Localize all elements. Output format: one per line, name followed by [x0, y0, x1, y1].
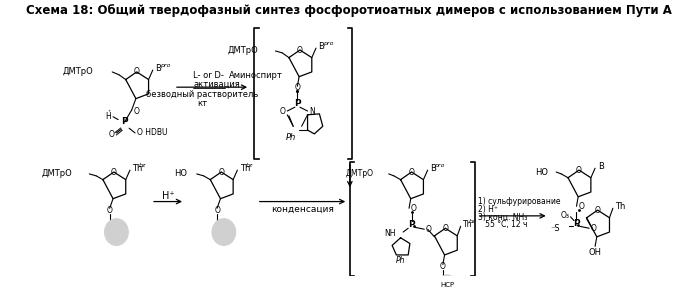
- Text: ДМТрО: ДМТрО: [228, 46, 258, 56]
- Text: активация: активация: [193, 80, 240, 89]
- Text: P: P: [573, 219, 580, 228]
- Text: bz: bz: [469, 219, 476, 224]
- Text: bz: bz: [138, 163, 146, 168]
- Text: O: O: [133, 107, 139, 115]
- Text: H: H: [105, 112, 112, 121]
- Text: B: B: [318, 42, 325, 51]
- Text: bz: bz: [246, 163, 253, 168]
- Text: O: O: [134, 67, 140, 76]
- Text: O: O: [109, 130, 114, 139]
- Text: O: O: [440, 262, 446, 271]
- Text: ДМТрО: ДМТрО: [346, 169, 373, 179]
- Text: ДМТрО: ДМТрО: [63, 67, 94, 76]
- Text: НСР: НСР: [110, 229, 124, 235]
- Text: ДМТрО: ДМТрО: [42, 169, 73, 179]
- Polygon shape: [586, 210, 609, 237]
- Polygon shape: [568, 170, 591, 197]
- Polygon shape: [289, 50, 312, 77]
- Text: HO: HO: [174, 169, 186, 179]
- Text: pro: pro: [322, 41, 333, 46]
- Text: O: O: [214, 206, 220, 215]
- Text: O: O: [443, 224, 448, 233]
- Text: O: O: [295, 83, 300, 92]
- Text: 2) H⁺: 2) H⁺: [478, 205, 498, 214]
- Text: ⁻S: ⁻S: [551, 224, 560, 233]
- Text: O: O: [218, 168, 224, 177]
- Polygon shape: [392, 238, 410, 255]
- Text: конденсация: конденсация: [271, 205, 334, 214]
- Text: Th: Th: [240, 164, 251, 173]
- Text: безводный растворитель: безводный растворитель: [146, 90, 258, 99]
- Text: P: P: [294, 99, 301, 108]
- Text: H⁺: H⁺: [162, 191, 174, 201]
- Text: O: O: [297, 46, 303, 54]
- Text: O: O: [410, 204, 417, 213]
- Text: P: P: [408, 220, 415, 229]
- Text: Ph: Ph: [285, 133, 296, 142]
- Text: Th: Th: [463, 220, 473, 229]
- Text: O₃: O₃: [560, 211, 570, 220]
- Circle shape: [212, 219, 236, 245]
- Polygon shape: [308, 114, 322, 134]
- Text: B: B: [430, 164, 436, 173]
- Text: O: O: [280, 107, 285, 115]
- Polygon shape: [210, 172, 233, 199]
- Polygon shape: [434, 228, 457, 255]
- Text: L- or D-: L- or D-: [193, 71, 224, 80]
- Text: O: O: [408, 168, 415, 177]
- Text: N: N: [309, 107, 315, 115]
- Text: NH: NH: [384, 230, 396, 238]
- Text: O: O: [591, 224, 597, 233]
- Polygon shape: [401, 172, 424, 199]
- Polygon shape: [103, 172, 126, 199]
- Text: O HDBU: O HDBU: [137, 128, 168, 137]
- Text: O: O: [111, 168, 117, 177]
- Text: НСР: НСР: [217, 229, 231, 235]
- Text: ⁺: ⁺: [107, 110, 110, 115]
- Text: P: P: [121, 117, 128, 126]
- Text: O: O: [578, 202, 584, 211]
- Text: Аминоспирт: Аминоспирт: [229, 71, 283, 80]
- Text: 3) конц. NH₃: 3) конц. NH₃: [478, 212, 528, 221]
- Text: Схема 18: Общий твердофазный синтез фосфоротиоатных димеров с использованием Пут: Схема 18: Общий твердофазный синтез фосф…: [26, 4, 672, 17]
- Text: pro: pro: [160, 63, 170, 68]
- Polygon shape: [126, 72, 149, 98]
- Text: НСР: НСР: [440, 283, 454, 288]
- Circle shape: [438, 275, 456, 288]
- Text: 1) сульфурирование: 1) сульфурирование: [478, 197, 561, 206]
- Text: Th: Th: [616, 202, 626, 211]
- Circle shape: [105, 219, 128, 245]
- Text: B: B: [156, 64, 161, 73]
- Text: Th: Th: [133, 164, 143, 173]
- Text: Ph: Ph: [396, 256, 406, 265]
- Text: B: B: [597, 162, 604, 171]
- Text: HO: HO: [535, 168, 548, 177]
- Text: pro: pro: [434, 163, 445, 168]
- Text: O: O: [107, 206, 112, 215]
- Text: O: O: [426, 225, 432, 234]
- Text: O: O: [576, 166, 582, 175]
- Text: O: O: [595, 206, 600, 215]
- Text: кт: кт: [197, 99, 207, 108]
- Text: 55 °C, 12 ч: 55 °C, 12 ч: [478, 220, 528, 229]
- Text: OH: OH: [588, 248, 602, 257]
